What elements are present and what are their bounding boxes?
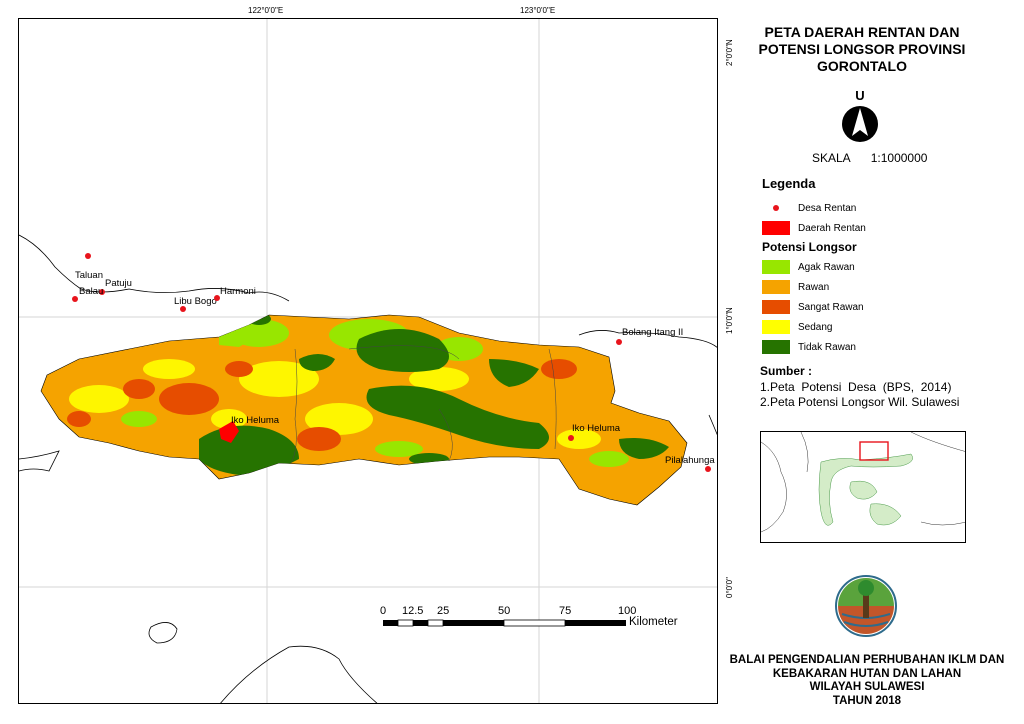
admin-boundaries <box>290 345 557 464</box>
legend-swatch <box>762 280 790 294</box>
legend-swatch <box>762 340 790 354</box>
legend-title: Legenda <box>762 176 816 191</box>
landslide-zones <box>67 315 669 475</box>
inset-map-graphic <box>761 432 965 533</box>
grid-label-lat-0: 0°0'0" <box>725 577 734 598</box>
place-label-bolang-itang: Bolang Itang II <box>622 327 684 338</box>
place-label-harmoni: Harmoni <box>220 286 256 297</box>
place-label-libu-bogo: Libu Bogo <box>174 296 217 307</box>
place-label-pilalahunga: Pilalahunga <box>665 455 715 466</box>
place-dot-libu-bogo <box>180 306 186 312</box>
north-letter: U <box>855 88 865 103</box>
legend-dot-swatch <box>762 201 790 215</box>
scale-tick-12-5: 12.5 <box>402 605 424 617</box>
footer-agency: BALAI PENGENDALIAN PERHUBAHAN IKLM DAN K… <box>722 654 1012 708</box>
place-label-patuju: Patuju <box>105 278 132 289</box>
agency-logo-graphic <box>835 575 897 637</box>
legend-swatch <box>762 221 790 235</box>
grid-label-lon-123: 123°0'0"E <box>520 6 556 15</box>
scale-tick-100: 100 <box>618 605 637 617</box>
legend-agak-rawan: Agak Rawan <box>762 259 855 275</box>
sumber-line-2: 2.Peta Potensi Longsor Wil. Sulawesi <box>760 395 960 409</box>
potensi-title: Potensi Longsor <box>762 240 857 254</box>
place-dot-bolang-itang <box>616 339 622 345</box>
scale-tick-75: 75 <box>559 605 572 617</box>
place-label-iko-heluma-east: Iko Heluma <box>572 423 621 434</box>
legend-swatch <box>762 300 790 314</box>
scale-unit: Kilometer <box>629 616 678 628</box>
place-dot-iko-heluma-east <box>568 435 574 441</box>
legend-label: Tidak Rawan <box>798 341 856 353</box>
north-arrow: U <box>838 88 882 148</box>
footer-line-1: BALAI PENGENDALIAN PERHUBAHAN IKLM DAN <box>729 654 1005 666</box>
legend-daerah-rentan: Daerah Rentan <box>762 220 866 236</box>
footer-line-2: KEBAKARAN HUTAN DAN LAHAN <box>772 667 962 680</box>
sumber-line-1: 1.Peta Potensi Desa (BPS, 2014) <box>760 380 952 394</box>
legend-rawan: Rawan <box>762 279 829 295</box>
coastlines <box>19 234 717 703</box>
scale-bar-graphic <box>383 619 626 627</box>
north-arrow-icon <box>842 106 878 142</box>
legend-sangat-rawan: Sangat Rawan <box>762 299 864 315</box>
legend-desa-rentan: Desa Rentan <box>762 200 856 216</box>
legend-label: Sangat Rawan <box>798 301 864 313</box>
scale-tick-25: 25 <box>437 605 450 617</box>
place-dot-pilalahunga <box>705 466 711 472</box>
legend-swatch <box>762 320 790 334</box>
place-label-taluan: Taluan <box>75 270 103 281</box>
scale-tick-0: 0 <box>380 605 387 617</box>
legend-sedang: Sedang <box>762 319 832 335</box>
legend-label: Daerah Rentan <box>798 222 866 234</box>
legend-label: Sedang <box>798 321 833 333</box>
map-canvas <box>19 19 717 703</box>
scale-label: SKALA <box>812 151 851 165</box>
place-dot-taluan <box>85 253 91 259</box>
place-dot-patuju <box>99 289 105 295</box>
sumber-title: Sumber : <box>760 364 813 378</box>
legend-label: Desa Rentan <box>798 202 857 214</box>
place-dot-balau <box>72 296 78 302</box>
grid-label-lat-1: 1°0'0"N <box>725 307 734 334</box>
inset-map <box>760 431 966 543</box>
scale-value: 1:1000000 <box>870 151 928 165</box>
grid-label-lon-122: 122°0'0"E <box>248 6 284 15</box>
scale-tick-50: 50 <box>498 605 511 617</box>
footer-line-3: WILAYAH SULAWESI <box>809 681 925 693</box>
rentan-area <box>219 421 239 443</box>
scale-row: SKALA 1:1000000 <box>812 151 927 165</box>
grid-label-lat-2: 2°0'0"N <box>725 39 734 66</box>
agency-logo <box>832 574 900 638</box>
footer-line-4: TAHUN 2018 <box>832 694 902 707</box>
map-frame[interactable]: Taluan Patuju Balau Libu Bogo Harmoni Bo… <box>18 18 718 704</box>
place-label-iko-heluma-west: Iko Heluma <box>231 415 280 426</box>
legend-label: Agak Rawan <box>798 261 855 273</box>
place-label-balau: Balau <box>79 286 104 297</box>
legend-label: Rawan <box>798 281 830 293</box>
map-title: PETA DAERAH RENTAN DAN POTENSI LONGSOR P… <box>758 24 966 74</box>
legend-tidak-rawan: Tidak Rawan <box>762 339 856 355</box>
place-dot-harmoni <box>214 295 220 301</box>
legend-swatch <box>762 260 790 274</box>
scale-bar: 0 12.5 25 50 75 100 Kilometer <box>379 605 699 635</box>
